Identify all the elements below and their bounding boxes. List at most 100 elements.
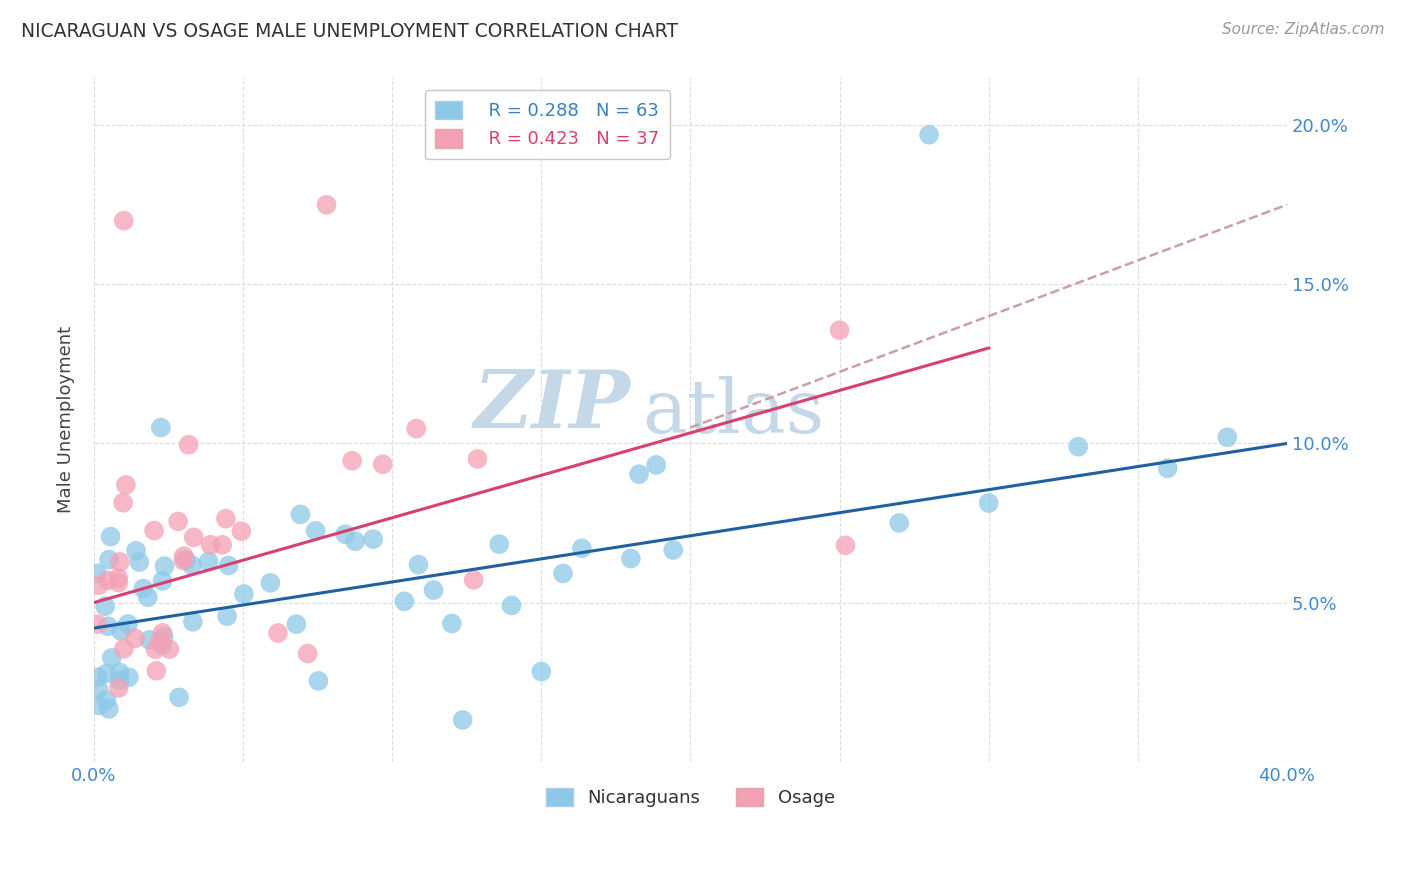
Point [87,698,110,713]
Point [152,630,174,644]
Point [98,552,121,566]
Point [125,543,148,558]
Point [143,524,166,538]
Point [297,647,319,661]
Point [157,642,180,657]
Text: ZIP: ZIP [474,368,631,445]
Point [118,670,141,684]
Point [530,665,553,679]
Point [918,128,941,142]
Point [501,599,523,613]
Point [218,558,240,573]
Point [620,551,643,566]
Point [87,681,110,696]
Point [408,558,430,572]
Point [1216,430,1239,444]
Point [107,681,129,695]
Point [344,534,367,549]
Point [340,454,363,468]
Point [110,624,132,638]
Point [100,651,122,665]
Point [97,574,120,588]
Y-axis label: Male Unemployment: Male Unemployment [58,326,75,513]
Point [834,538,856,552]
Point [1067,440,1090,454]
Point [181,615,204,629]
Point [97,702,120,716]
Point [108,555,131,569]
Text: atlas: atlas [643,376,825,450]
Point [440,616,463,631]
Point [112,213,135,227]
Point [183,530,205,544]
Point [217,609,239,624]
Point [231,524,253,539]
Point [828,323,851,337]
Point [136,591,159,605]
Point [115,478,138,492]
Point [112,496,135,510]
Point [889,516,911,530]
Point [551,566,574,581]
Point [152,574,174,588]
Point [405,422,427,436]
Point [181,558,204,573]
Point [96,666,118,681]
Point [267,626,290,640]
Point [285,617,308,632]
Point [290,508,312,522]
Point [977,496,1000,510]
Point [307,673,329,688]
Point [138,632,160,647]
Point [112,641,135,656]
Point [86,566,108,581]
Point [96,693,118,707]
Point [86,670,108,684]
Point [232,587,254,601]
Point [571,541,593,556]
Point [145,664,167,678]
Point [108,665,131,680]
Point [153,559,176,574]
Point [371,458,394,472]
Point [172,553,194,567]
Point [132,582,155,596]
Point [1156,461,1178,475]
Point [86,617,108,632]
Point [117,617,139,632]
Point [467,452,489,467]
Point [197,555,219,569]
Point [145,642,167,657]
Point [645,458,668,472]
Point [662,543,685,558]
Point [451,713,474,727]
Point [108,673,131,688]
Point [200,538,222,552]
Point [335,527,357,541]
Point [107,575,129,590]
Point [107,571,129,585]
Point [177,438,200,452]
Point [361,532,384,546]
Point [128,555,150,569]
Point [305,524,328,538]
Point [149,420,172,434]
Text: NICARAGUAN VS OSAGE MALE UNEMPLOYMENT CORRELATION CHART: NICARAGUAN VS OSAGE MALE UNEMPLOYMENT CO… [21,22,678,41]
Point [149,634,172,648]
Point [100,530,122,544]
Point [167,515,190,529]
Point [152,625,174,640]
Point [150,638,173,652]
Point [167,690,190,705]
Point [87,578,110,592]
Point [628,467,651,482]
Legend: Nicaraguans, Osage: Nicaraguans, Osage [538,780,842,814]
Point [211,538,233,552]
Point [124,632,146,646]
Text: Source: ZipAtlas.com: Source: ZipAtlas.com [1222,22,1385,37]
Point [463,573,485,587]
Point [97,619,120,633]
Point [315,198,337,212]
Point [173,549,195,564]
Point [422,583,444,598]
